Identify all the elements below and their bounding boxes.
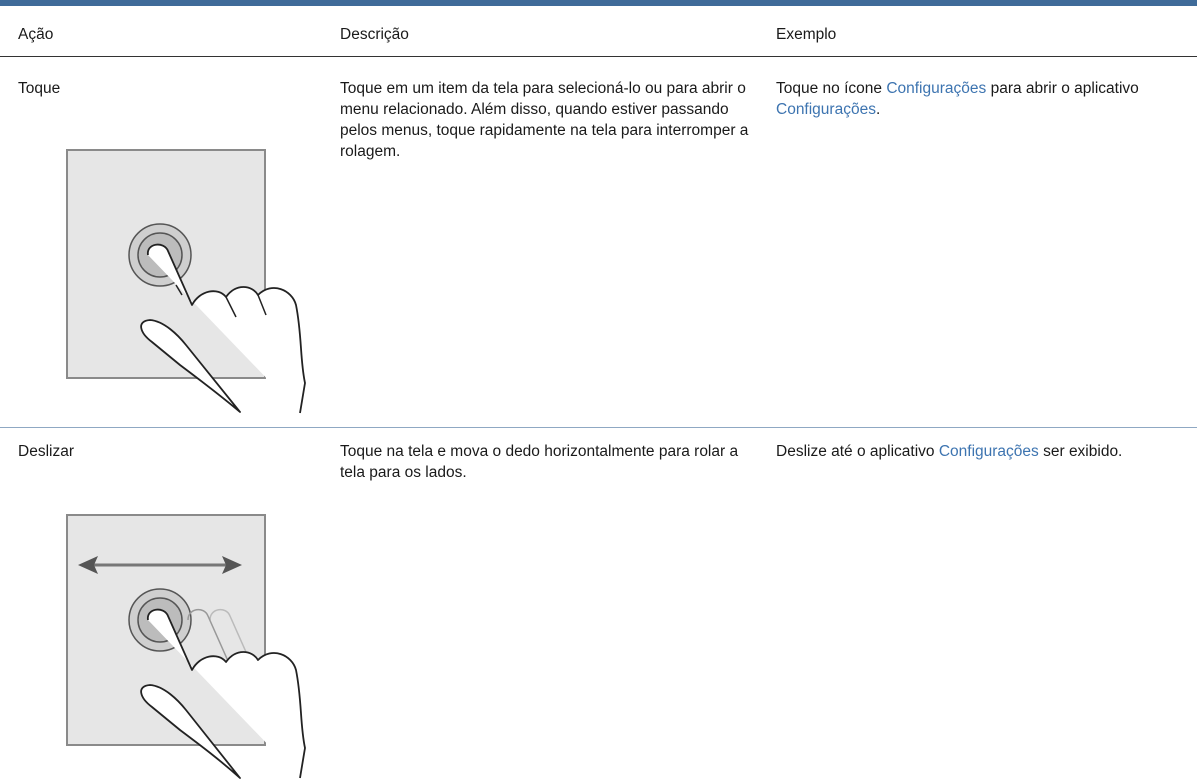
text: para abrir o aplicativo [986, 80, 1139, 97]
top-bar [0, 0, 1197, 6]
link[interactable]: Configurações [776, 101, 876, 118]
header-cell: Exemplo [776, 26, 837, 43]
action: Deslizar [18, 443, 74, 460]
header-cell: Descrição [340, 26, 409, 43]
tap-illustration [66, 149, 306, 414]
description: Toque na tela e mova o dedo horizontalme… [340, 443, 739, 481]
text: Toque no ícone [776, 80, 887, 97]
text: ser exibido. [1038, 443, 1123, 460]
link[interactable]: Configurações [938, 443, 1039, 460]
example: Toque no ícone Configurações para abrir … [776, 78, 1171, 120]
text: . [875, 101, 881, 118]
action: Toque [18, 80, 61, 97]
swipe-illustration [66, 514, 306, 779]
header-cell: Ação [18, 26, 54, 43]
example: Deslize até o aplicativo Configurações s… [776, 441, 1171, 462]
description: Toque em um item da tela para selecioná-… [340, 80, 749, 160]
link[interactable]: Configurações [886, 80, 987, 97]
text: Deslize até o aplicativo [776, 443, 939, 460]
header-rule [0, 56, 1197, 57]
row-rule [0, 427, 1197, 428]
